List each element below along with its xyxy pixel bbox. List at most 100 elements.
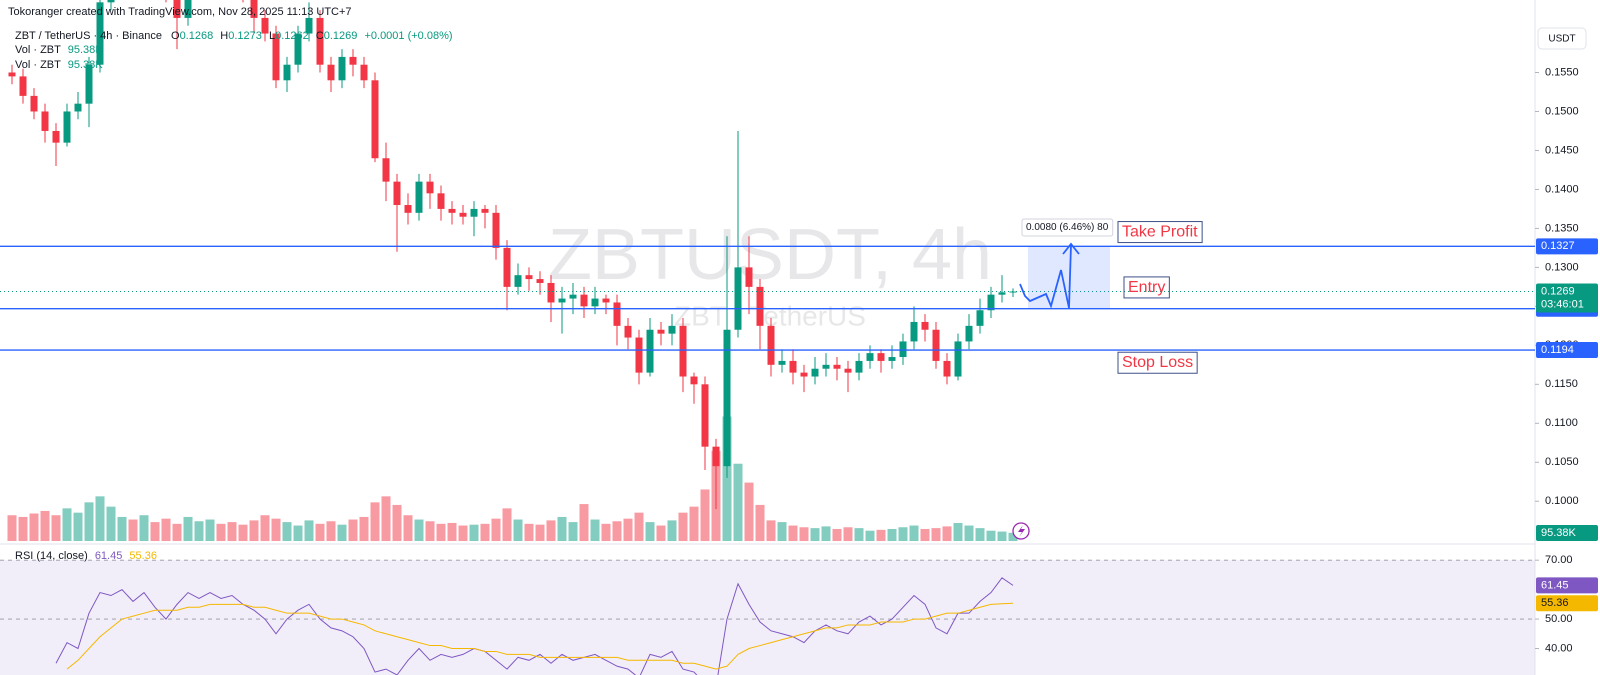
volume-value: 95.38K xyxy=(68,59,104,71)
volume-bar xyxy=(579,504,589,541)
volume-bar xyxy=(62,508,72,541)
volume-bar xyxy=(447,522,457,541)
volume-bar xyxy=(315,523,325,541)
volume-bar xyxy=(458,525,468,541)
main-pane: ZBTUSDT, 4h ZBT / TetherUS xyxy=(0,0,1535,541)
volume-bar xyxy=(612,521,622,541)
volume-bar xyxy=(557,516,567,541)
ohlc-key: L xyxy=(269,30,275,42)
candle-body xyxy=(767,325,775,365)
volume-bar xyxy=(733,463,743,541)
position-label: 0.0080 (6.46%) 80 xyxy=(1026,222,1109,233)
candle-body xyxy=(338,56,346,81)
currency-button-label[interactable]: USDT xyxy=(1548,34,1575,45)
volume-bar xyxy=(832,528,842,541)
y-tick-label: 0.1400 xyxy=(1545,183,1579,195)
volume-bar xyxy=(425,521,435,541)
candle-body xyxy=(954,341,962,377)
currency-button-box[interactable] xyxy=(1537,27,1587,50)
volume-legend: Vol · ZBT 95.38K xyxy=(15,44,103,56)
candle-body xyxy=(668,325,676,334)
ohlc-key: O xyxy=(171,30,180,42)
candle-body xyxy=(30,95,38,112)
volume-bar xyxy=(29,513,39,541)
currency-button[interactable]: USDT xyxy=(1537,27,1587,50)
candle-body xyxy=(844,368,852,373)
volume-bar xyxy=(777,522,787,541)
candle-body xyxy=(866,353,874,361)
candle-body xyxy=(250,0,258,18)
volume-bar xyxy=(513,519,523,541)
candle-body xyxy=(547,282,555,303)
candle-body xyxy=(558,298,566,303)
candle-body xyxy=(173,0,181,18)
projection-arrow xyxy=(1019,242,1080,309)
rsi-badge: 55.36 xyxy=(1541,597,1569,609)
candle-body xyxy=(833,364,841,369)
volume-bar xyxy=(260,515,270,541)
candle-body xyxy=(470,208,478,217)
candle-body xyxy=(965,325,973,342)
candle-body xyxy=(415,181,423,213)
candle-body xyxy=(294,33,302,65)
candle-body xyxy=(723,329,731,467)
volume-bar xyxy=(623,518,633,541)
volume-bar xyxy=(271,518,281,541)
volume-bar xyxy=(1008,532,1018,541)
volume-bar xyxy=(920,528,930,541)
candle-body xyxy=(976,310,984,326)
volume-bar xyxy=(216,523,226,541)
ohlc-value: 0.1269 xyxy=(324,30,358,42)
volume-bar xyxy=(172,523,182,541)
candle-body xyxy=(481,208,489,213)
volume-bar xyxy=(84,502,94,541)
volume-bar xyxy=(348,519,358,541)
volume-bar xyxy=(73,512,83,541)
candle-body xyxy=(789,360,797,373)
level-badge: 0.1194 xyxy=(1541,344,1574,356)
level-label: Entry xyxy=(1128,279,1165,296)
volume-bar xyxy=(667,520,677,541)
watermark: ZBTUSDT, 4h xyxy=(548,215,992,295)
candle-body xyxy=(613,302,621,326)
rsi-badge: 61.45 xyxy=(1541,579,1569,591)
candle-body xyxy=(393,181,401,206)
candle-body xyxy=(514,275,522,287)
last-price-badge: 0.1269 xyxy=(1541,285,1575,297)
candle-body xyxy=(921,321,929,330)
volume-bar xyxy=(898,527,908,541)
candle-body xyxy=(349,56,357,65)
candle-body xyxy=(657,329,665,334)
rsi-legend: RSI (14, close) 61.45 55.36 xyxy=(15,550,157,562)
symbol-legend: ZBT / TetherUS · 4h · Binance O0.1268 H0… xyxy=(15,30,453,42)
candle-body xyxy=(316,17,324,65)
volume-bar xyxy=(931,528,941,541)
candle-body xyxy=(602,298,610,303)
candle-body xyxy=(261,17,269,34)
projection-path xyxy=(1019,244,1072,309)
volume-name: Vol · ZBT xyxy=(15,44,61,56)
candle-body xyxy=(888,357,896,361)
volume-bar xyxy=(326,521,336,541)
candle-body xyxy=(536,279,544,283)
volume-bar xyxy=(139,515,149,541)
candle-body xyxy=(800,372,808,377)
volume-bar xyxy=(7,515,17,541)
y-tick-label: 0.1550 xyxy=(1545,66,1579,78)
volume-value: 95.38K xyxy=(68,44,104,56)
ohlc-value: 0.1262 xyxy=(275,30,309,42)
y-tick-label: 0.1300 xyxy=(1545,261,1579,273)
candle-body xyxy=(932,329,940,361)
volume-bar xyxy=(128,519,138,541)
candle-body xyxy=(459,212,467,217)
volume-bar xyxy=(337,524,347,541)
y-tick-label: 50.00 xyxy=(1545,613,1573,625)
candle-body xyxy=(943,360,951,377)
rsi-band xyxy=(0,560,1535,675)
level-label-box xyxy=(1123,276,1170,299)
volume-bar xyxy=(150,522,160,541)
volume-bar xyxy=(194,521,204,541)
volume-bar xyxy=(392,504,402,541)
ohlc-value: 0.1273 xyxy=(228,30,262,42)
